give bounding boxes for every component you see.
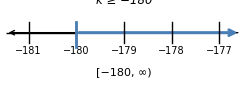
- Text: −179: −179: [111, 46, 137, 56]
- Text: −180: −180: [63, 46, 89, 56]
- Text: −178: −178: [158, 46, 185, 56]
- Text: [−180, ∞): [−180, ∞): [96, 67, 152, 77]
- Text: −177: −177: [206, 46, 233, 56]
- Text: k ≥ −180: k ≥ −180: [96, 0, 152, 7]
- Text: −181: −181: [15, 46, 42, 56]
